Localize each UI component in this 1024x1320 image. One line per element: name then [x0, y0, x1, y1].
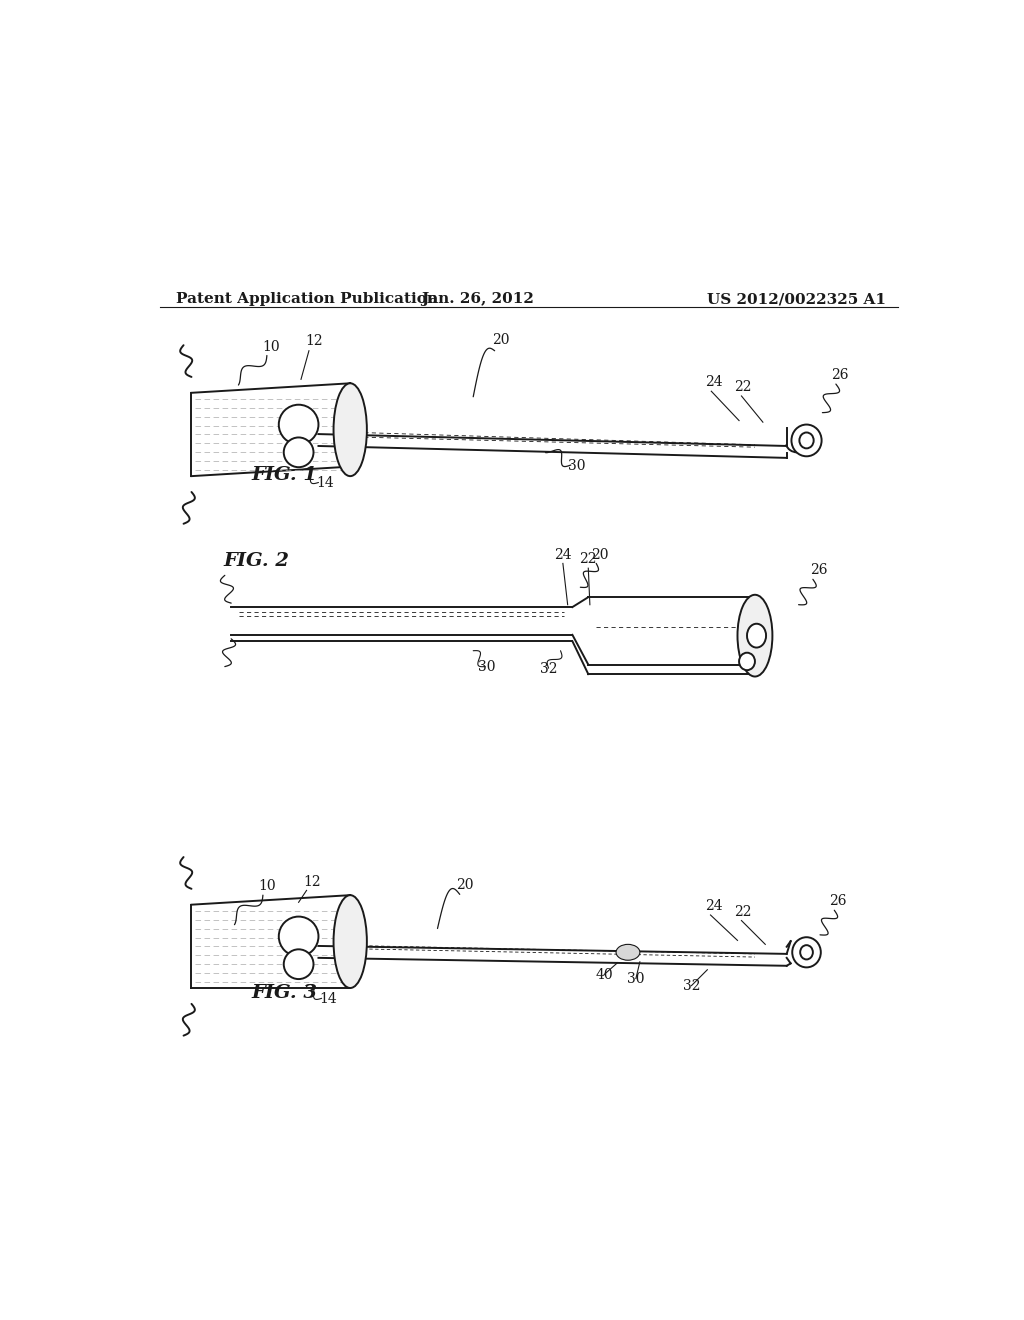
Text: 26: 26: [831, 368, 849, 383]
Text: 22: 22: [734, 904, 752, 919]
Ellipse shape: [800, 433, 814, 449]
Ellipse shape: [748, 624, 766, 648]
Ellipse shape: [800, 945, 813, 960]
Ellipse shape: [279, 916, 318, 956]
Text: 12: 12: [303, 875, 321, 888]
Text: 30: 30: [627, 973, 645, 986]
Text: 22: 22: [734, 380, 752, 395]
Text: 22: 22: [580, 553, 597, 566]
Text: 30: 30: [478, 660, 496, 675]
Text: 26: 26: [829, 895, 847, 908]
Ellipse shape: [739, 652, 755, 671]
Text: 20: 20: [592, 548, 609, 562]
Text: 32: 32: [683, 979, 700, 994]
Text: 10: 10: [262, 339, 280, 354]
Text: 32: 32: [540, 661, 557, 676]
Text: 24: 24: [554, 548, 571, 562]
Ellipse shape: [279, 405, 318, 445]
Ellipse shape: [616, 944, 640, 960]
Text: 14: 14: [319, 993, 337, 1006]
Ellipse shape: [793, 937, 821, 968]
Text: 24: 24: [705, 899, 723, 913]
Text: 20: 20: [493, 334, 510, 347]
Ellipse shape: [284, 437, 313, 467]
Text: Jan. 26, 2012: Jan. 26, 2012: [421, 292, 534, 306]
Text: FIG. 2: FIG. 2: [223, 552, 289, 570]
Text: 14: 14: [316, 477, 334, 490]
Ellipse shape: [792, 425, 821, 457]
Text: 26: 26: [810, 562, 827, 577]
Text: FIG. 3: FIG. 3: [251, 985, 317, 1002]
Ellipse shape: [284, 949, 313, 979]
Text: Patent Application Publication: Patent Application Publication: [176, 292, 437, 306]
Ellipse shape: [334, 383, 367, 477]
Text: 12: 12: [306, 334, 324, 348]
Ellipse shape: [737, 595, 772, 677]
Text: 30: 30: [567, 459, 585, 473]
Text: 10: 10: [258, 879, 275, 894]
Text: 40: 40: [595, 969, 613, 982]
Text: 20: 20: [457, 878, 474, 892]
Text: FIG. 1: FIG. 1: [251, 466, 317, 484]
Text: US 2012/0022325 A1: US 2012/0022325 A1: [707, 292, 886, 306]
Ellipse shape: [334, 895, 367, 987]
Text: 24: 24: [705, 375, 723, 389]
